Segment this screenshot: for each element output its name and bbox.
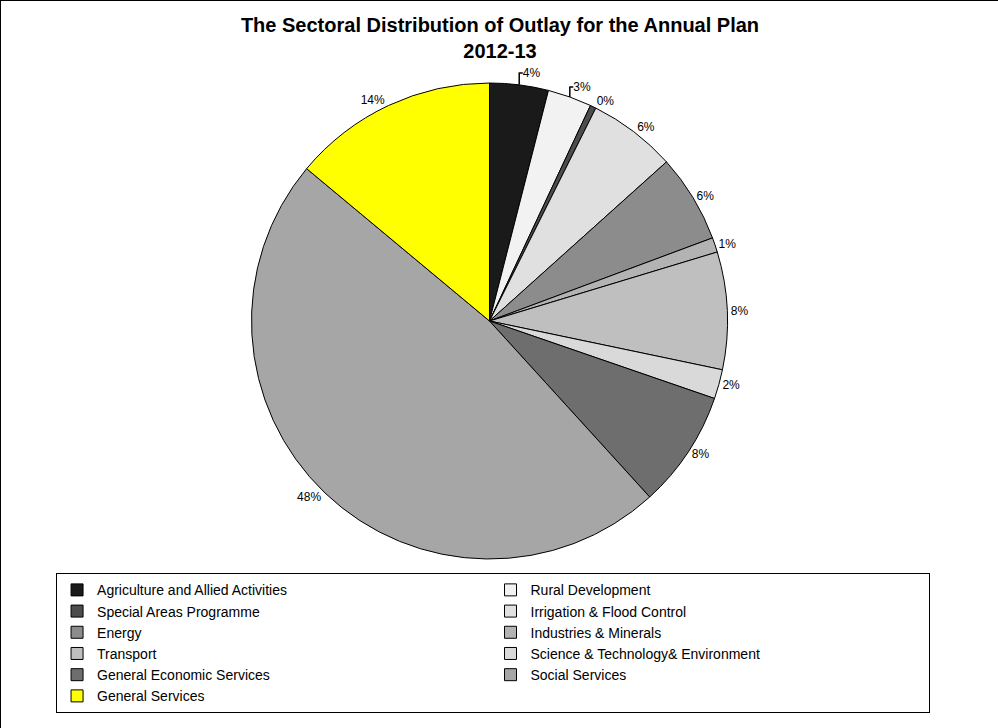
svg-text:Agriculture and Allied Activit: Agriculture and Allied Activities: [97, 582, 287, 598]
svg-text:Irrigation & Flood Control: Irrigation & Flood Control: [531, 604, 687, 620]
svg-text:3%: 3%: [573, 80, 591, 94]
svg-text:8%: 8%: [731, 304, 749, 318]
svg-text:Social Services: Social Services: [531, 667, 627, 683]
svg-text:Science & Technology& Environm: Science & Technology& Environment: [531, 646, 760, 662]
svg-text:The Sectoral Distribution of O: The Sectoral Distribution of Outlay for …: [241, 14, 759, 62]
svg-text:General Services: General Services: [97, 688, 204, 704]
svg-text:4%: 4%: [523, 66, 541, 80]
svg-text:2%: 2%: [722, 378, 740, 392]
svg-text:0%: 0%: [597, 94, 615, 108]
svg-text:6%: 6%: [637, 120, 655, 134]
svg-text:Industries & Minerals: Industries & Minerals: [531, 625, 662, 641]
svg-text:Energy: Energy: [97, 625, 141, 641]
svg-text:Transport: Transport: [97, 646, 157, 662]
svg-text:8%: 8%: [692, 447, 710, 461]
svg-text:14%: 14%: [361, 93, 385, 107]
svg-text:Rural Development: Rural Development: [531, 582, 651, 598]
svg-text:General Economic Services: General Economic Services: [97, 667, 270, 683]
svg-text:1%: 1%: [719, 237, 737, 251]
svg-text:48%: 48%: [297, 490, 321, 504]
svg-text:Special Areas Programme: Special Areas Programme: [97, 604, 260, 620]
svg-text:6%: 6%: [697, 189, 715, 203]
